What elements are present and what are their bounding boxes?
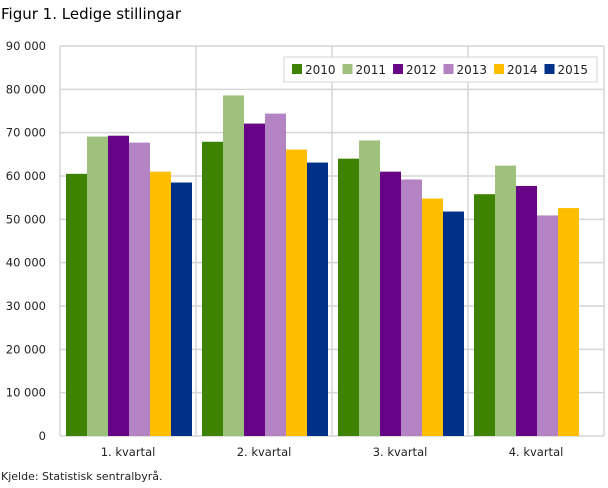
y-tick-label: 30 000 [6, 299, 46, 313]
legend-label-2010: 2010 [305, 63, 336, 77]
x-tick-label: 2. kvartal [237, 445, 292, 459]
bar-2014-3 [422, 198, 443, 436]
bar-2012-3 [380, 171, 401, 436]
x-tick-label: 1. kvartal [101, 445, 156, 459]
bar-2015-2 [307, 162, 328, 437]
y-tick-label: 20 000 [6, 342, 46, 356]
bar-2011-3 [359, 140, 380, 436]
bar-2013-1 [129, 142, 150, 436]
x-tick-label: 4. kvartal [509, 445, 564, 459]
bar-2010-4 [474, 194, 495, 436]
bar-2014-4 [558, 208, 579, 436]
bar-2015-1 [171, 182, 192, 436]
bar-2014-2 [286, 149, 307, 437]
bar-2011-1 [87, 136, 108, 437]
bar-2010-3 [338, 158, 359, 436]
y-tick-label: 70 000 [6, 126, 46, 140]
legend-swatch-2015 [544, 64, 555, 74]
legend-label-2012: 2012 [406, 63, 437, 77]
bar-2012-2 [244, 123, 265, 437]
bar-2013-4 [537, 215, 558, 436]
bar-2015-3 [443, 211, 464, 436]
legend-swatch-2013 [443, 64, 454, 74]
legend-label-2013: 2013 [457, 63, 488, 77]
legend-swatch-2014 [494, 64, 504, 74]
bar-2010-1 [66, 173, 87, 437]
y-tick-label: 0 [39, 429, 46, 443]
x-tick-label: 3. kvartal [373, 445, 428, 459]
legend-swatch-2010 [292, 64, 302, 74]
bar-2013-2 [265, 113, 286, 436]
legend-swatch-2012 [393, 64, 403, 74]
bar-2011-4 [495, 165, 516, 436]
y-tick-label: 40 000 [6, 256, 46, 270]
legend-label-2014: 2014 [507, 63, 538, 77]
y-tick-label: 90 000 [6, 39, 46, 53]
bar-2012-1 [108, 135, 129, 436]
legend-swatch-2011 [342, 64, 353, 74]
bar-2014-1 [150, 171, 171, 436]
bar-2012-4 [516, 185, 537, 436]
chart-title: Figur 1. Ledige stillingar [1, 5, 182, 23]
y-tick-label: 80 000 [6, 82, 46, 96]
bar-2013-3 [401, 179, 422, 436]
bar-2011-2 [223, 95, 244, 437]
y-tick-label: 60 000 [6, 169, 46, 183]
y-tick-label: 50 000 [6, 212, 46, 226]
legend-label-2015: 2015 [558, 63, 589, 77]
legend-label-2011: 2011 [356, 63, 387, 77]
y-tick-label: 10 000 [6, 386, 46, 400]
bar-2010-2 [202, 141, 223, 436]
chart-source: Kjelde: Statistisk sentralbyrå. [1, 470, 163, 483]
